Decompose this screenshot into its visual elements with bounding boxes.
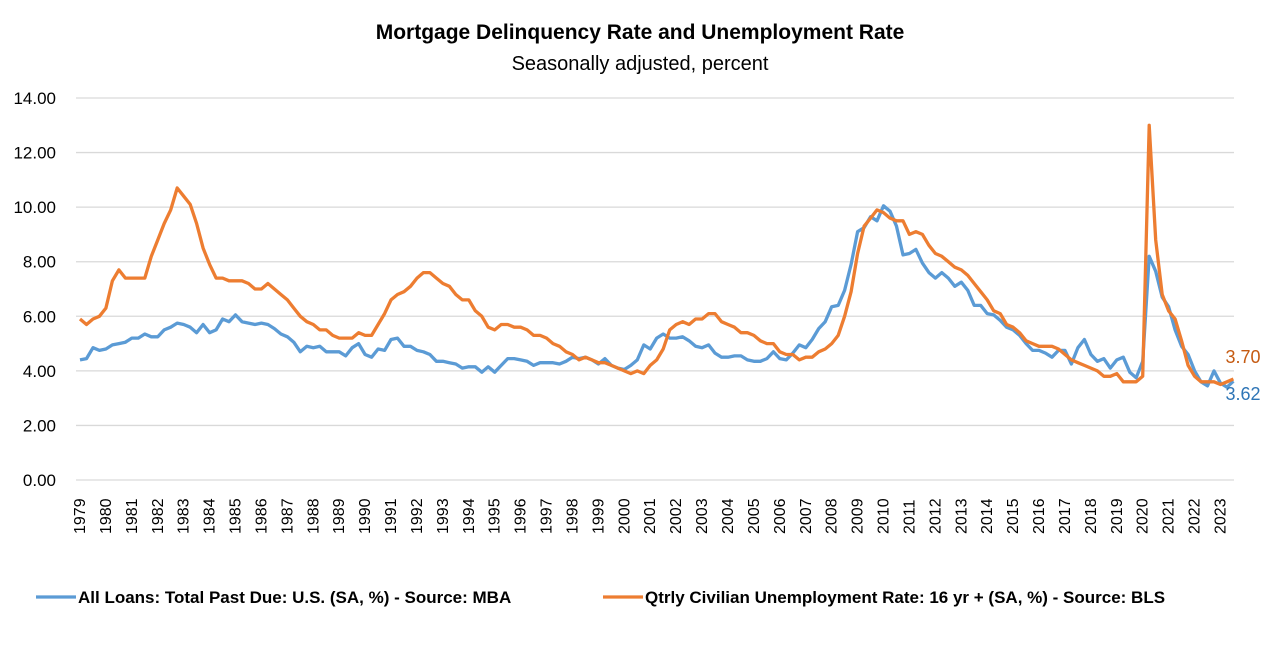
y-tick-label: 8.00 [23, 253, 56, 272]
x-tick-label: 1983 [176, 498, 193, 534]
y-tick-label: 0.00 [23, 471, 56, 490]
x-tick-label: 1982 [150, 498, 167, 534]
x-tick-label: 1990 [357, 498, 374, 534]
legend-label: Qtrly Civilian Unemployment Rate: 16 yr … [645, 588, 1165, 607]
x-tick-label: 2009 [850, 498, 867, 534]
x-tick-label: 2022 [1187, 498, 1204, 534]
x-tick-label: 2020 [1135, 498, 1152, 534]
series-line-delinquency [79, 204, 1235, 389]
x-tick-label: 1981 [124, 498, 141, 534]
x-tick-label: 2017 [1057, 498, 1074, 534]
x-tick-label: 1995 [487, 498, 504, 534]
x-tick-label: 2006 [772, 498, 789, 534]
x-tick-label: 2018 [1083, 498, 1100, 534]
x-tick-label: 1997 [539, 498, 556, 534]
y-tick-label: 4.00 [23, 362, 56, 381]
x-tick-label: 1994 [461, 498, 478, 534]
x-tick-label: 1993 [435, 498, 452, 534]
x-tick-label: 2010 [876, 498, 893, 534]
x-tick-label: 1992 [409, 498, 426, 534]
x-tick-label: 2007 [798, 498, 815, 534]
x-tick-label: 1999 [590, 498, 607, 534]
y-tick-label: 14.00 [13, 89, 56, 108]
chart-title: Mortgage Delinquency Rate and Unemployme… [376, 21, 905, 44]
x-tick-label: 2001 [642, 498, 659, 534]
gridlines [76, 97, 1234, 481]
x-tick-label: 1989 [331, 498, 348, 534]
x-axis: 1979 1980 1981 1982 1983 1984 1985 1986 1987 1988… [72, 498, 1229, 534]
x-tick-label: 1984 [202, 498, 219, 534]
end-value-label: 3.62 [1225, 384, 1260, 404]
x-tick-label: 2004 [720, 498, 737, 534]
x-tick-label: 1996 [513, 498, 530, 534]
x-tick-label: 2016 [1031, 498, 1048, 534]
x-tick-label: 2023 [1212, 498, 1229, 534]
x-tick-label: 2005 [746, 498, 763, 534]
x-tick-label: 2015 [1005, 498, 1022, 534]
x-tick-label: 1980 [98, 498, 115, 534]
x-tick-label: 1987 [279, 498, 296, 534]
x-tick-label: 2000 [616, 498, 633, 534]
y-tick-label: 12.00 [13, 144, 56, 163]
x-tick-label: 1998 [564, 498, 581, 534]
legend-label: All Loans: Total Past Due: U.S. (SA, %) … [78, 588, 511, 607]
x-tick-label: 2019 [1109, 498, 1126, 534]
x-tick-label: 1979 [72, 498, 89, 534]
x-tick-label: 2011 [901, 499, 918, 534]
x-tick-label: 1986 [253, 498, 270, 534]
plot-lines [78, 123, 1235, 389]
x-tick-label: 2021 [1161, 498, 1178, 534]
y-tick-label: 10.00 [13, 198, 56, 217]
x-tick-label: 1991 [383, 498, 400, 534]
y-tick-label: 2.00 [23, 416, 56, 435]
y-tick-label: 6.00 [23, 307, 56, 326]
x-tick-label: 1985 [228, 498, 245, 534]
x-tick-label: 2008 [824, 498, 841, 534]
x-tick-label: 1988 [305, 498, 322, 534]
end-value-label: 3.70 [1225, 347, 1260, 367]
x-tick-label: 2012 [927, 498, 944, 534]
x-tick-label: 2002 [668, 498, 685, 534]
x-tick-label: 2003 [694, 498, 711, 534]
x-tick-label: 2014 [979, 498, 996, 534]
series-line-unemployment [78, 123, 1235, 387]
y-axis: 0.00 2.00 4.00 6.00 8.00 10.00 12.00 14.00 [13, 89, 56, 490]
legend: All Loans: Total Past Due: U.S. (SA, %) … [36, 588, 1165, 607]
x-tick-label: 2013 [953, 498, 970, 534]
chart-subtitle: Seasonally adjusted, percent [512, 53, 769, 75]
end-labels: 3.62 3.70 [1225, 347, 1260, 404]
